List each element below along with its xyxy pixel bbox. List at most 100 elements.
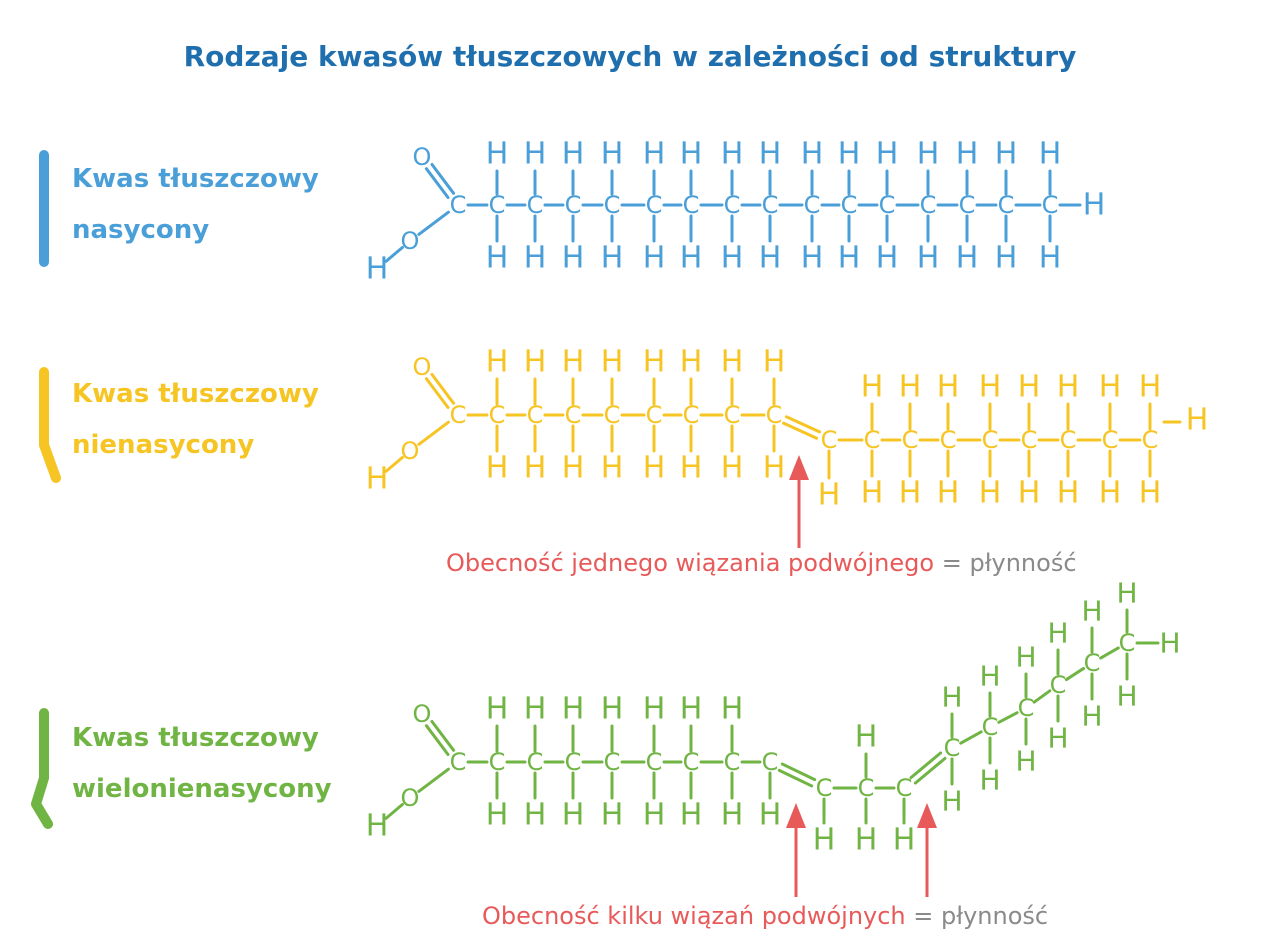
carbon-atom: C: [527, 748, 544, 776]
hydrogen-atom: H: [643, 451, 666, 486]
carbon-atom: C: [864, 426, 881, 454]
hydrogen-atom: H: [1047, 722, 1068, 755]
double-bond: [430, 720, 456, 752]
carbon-atom: C: [683, 401, 700, 429]
hydrogen-atom: H: [562, 692, 585, 727]
hydrogen-atom: H: [1186, 403, 1209, 438]
note-text: Obecność jednego wiązania podwójnego: [446, 549, 935, 577]
carbon-atom: C: [724, 748, 741, 776]
polyunsaturated-label-line1: Kwas tłuszczowy: [72, 723, 319, 753]
hydrogen-atom: H: [1047, 617, 1068, 650]
single-bond: [384, 455, 404, 473]
hydrogen-atom: H: [643, 345, 666, 380]
carbon-atom: C: [1021, 426, 1038, 454]
carbon-atom: C: [565, 748, 582, 776]
carbon-atom: C: [1050, 671, 1067, 699]
hydrogen-atom: H: [721, 798, 744, 833]
oxygen-atom: O: [401, 437, 420, 465]
saturated-acid-label: Kwas tłuszczowy nasycony: [72, 154, 319, 256]
carbon-atom: C: [821, 426, 838, 454]
hydrogen-atom: H: [1081, 595, 1102, 628]
single-bond: [1032, 689, 1052, 704]
hydrogen-atom: H: [486, 451, 509, 486]
double-bond: [424, 167, 450, 199]
hydrogen-atom: H: [601, 798, 624, 833]
carbon-atom: C: [896, 774, 913, 802]
carbon-atom: C: [816, 774, 833, 802]
hydrogen-atom: H: [486, 692, 509, 727]
single-bond: [384, 802, 404, 820]
oxygen-atom: O: [401, 784, 420, 812]
hydrogen-atom: H: [979, 660, 1000, 693]
unsaturated-side-bar: [39, 367, 61, 483]
hydrogen-atom: H: [1099, 370, 1122, 405]
arrow-double-bond-1: [786, 803, 806, 897]
carbon-atom: C: [527, 401, 544, 429]
hydrogen-atom: H: [643, 798, 666, 833]
single-bond: [417, 420, 450, 446]
hydrogen-atom: H: [893, 823, 916, 858]
hydrogen-atom: H: [643, 692, 666, 727]
hydrogen-atom: H: [524, 137, 547, 172]
hydrogen-atom: H: [876, 137, 899, 172]
hydrogen-atom: H: [1116, 577, 1137, 610]
single-bond: [1099, 646, 1120, 660]
hydrogen-atom: H: [818, 478, 841, 513]
hydrogen-atom: H: [1015, 745, 1036, 778]
hydrogen-atom: H: [680, 692, 703, 727]
hydrogen-atom: H: [721, 451, 744, 486]
hydrogen-atom: H: [680, 451, 703, 486]
carbon-atom: C: [762, 748, 779, 776]
hydrogen-atom: H: [838, 241, 861, 276]
carbon-atom: C: [683, 191, 700, 219]
oxygen-atom: O: [413, 700, 432, 728]
hydrogen-atom: H: [979, 764, 1000, 797]
note-equals: =: [941, 549, 962, 577]
monounsaturated-molecule: COOHCHHCHHCHHCHHCHHCHHCHHCHHCHCHHCHHCHHC…: [366, 345, 1209, 513]
hydrogen-atom: H: [366, 252, 389, 287]
arrow-double-bond: [789, 455, 809, 548]
hydrogen-atom: H: [838, 137, 861, 172]
carbon-atom: C: [527, 191, 544, 219]
hydrogen-atom: H: [721, 241, 744, 276]
hydrogen-atom: H: [562, 451, 585, 486]
hydrogen-atom: H: [601, 241, 624, 276]
hydrogen-atom: H: [941, 785, 962, 818]
hydrogen-atom: H: [1039, 241, 1062, 276]
hydrogen-atom: H: [801, 241, 824, 276]
carbon-atom: C: [565, 191, 582, 219]
carbon-atom: C: [1060, 426, 1077, 454]
hydrogen-atom: H: [486, 241, 509, 276]
hydrogen-atom: H: [680, 345, 703, 380]
carbon-atom: C: [489, 401, 506, 429]
carbon-atom: C: [944, 734, 961, 762]
hydrogen-atom: H: [486, 345, 509, 380]
carbon-atom: C: [902, 426, 919, 454]
hydrogen-atom: H: [1057, 476, 1080, 511]
double-bond: [424, 377, 450, 409]
hydrogen-atom: H: [643, 241, 666, 276]
carbon-atom: C: [565, 401, 582, 429]
polyunsaturated-side-bar: [31, 708, 53, 829]
hydrogen-atom: H: [1159, 627, 1180, 660]
hydrogen-atom: H: [917, 137, 940, 172]
oxygen-atom: O: [413, 353, 432, 381]
carbon-atom: C: [1102, 426, 1119, 454]
hydrogen-atom: H: [759, 241, 782, 276]
note-result: płynność: [969, 549, 1077, 577]
hydrogen-atom: H: [917, 241, 940, 276]
carbon-atom: C: [1119, 629, 1136, 657]
hydrogen-atom: H: [1081, 700, 1102, 733]
saturated-molecule: COOHCHHCHHCHHCHHCHHCHHCHHCHHCHHCHHCHHCHH…: [366, 137, 1106, 287]
single-bond: [997, 711, 1019, 724]
double-bond: [784, 415, 822, 434]
hydrogen-atom: H: [1018, 476, 1041, 511]
multiple-double-bonds-note: Obecność kilku wiązań podwójnych = płynn…: [482, 902, 1048, 930]
hydrogen-atom: H: [1039, 137, 1062, 172]
hydrogen-atom: H: [759, 137, 782, 172]
hydrogen-atom: H: [979, 370, 1002, 405]
arrow-double-bond-2: [917, 803, 937, 897]
polyunsaturated-label-line2: wielonienasycony: [72, 774, 332, 804]
carbon-atom: C: [766, 401, 783, 429]
hydrogen-atom: H: [524, 241, 547, 276]
